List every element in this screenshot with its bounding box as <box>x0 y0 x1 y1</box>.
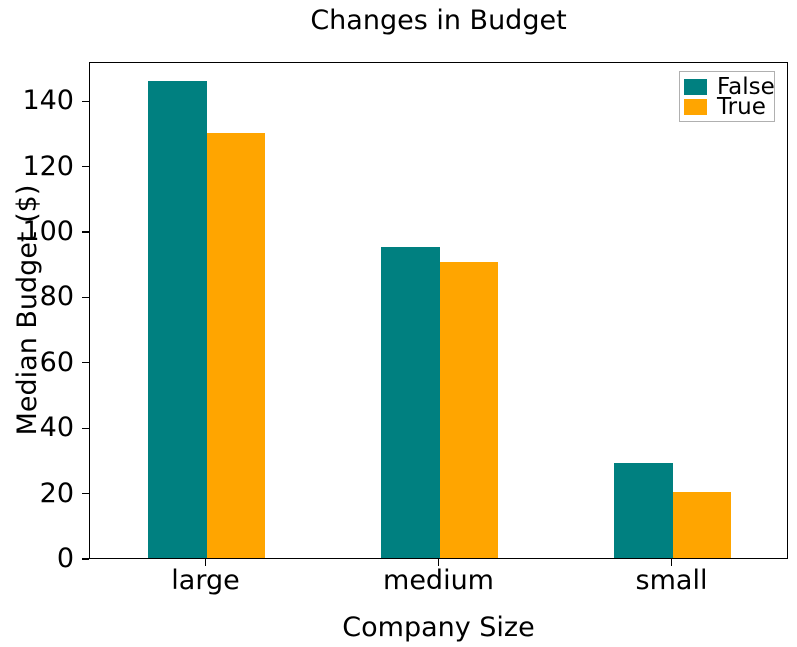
legend-item-false: False <box>684 73 775 100</box>
y-tick-label-40: 40 <box>39 412 74 444</box>
y-tick-mark-60 <box>82 362 89 364</box>
y-tick-label-120: 120 <box>22 150 74 182</box>
y-tick-label-80: 80 <box>39 281 74 313</box>
bar-medium-false <box>381 247 440 558</box>
plot-area <box>89 62 788 559</box>
chart-title: Changes in Budget <box>310 5 567 36</box>
bar-large-false <box>148 80 207 558</box>
bar-small-true <box>672 491 731 558</box>
y-tick-label-60: 60 <box>39 346 74 378</box>
y-tick-mark-80 <box>82 296 89 299</box>
bar-medium-true <box>439 262 498 558</box>
y-tick-label-20: 20 <box>39 477 74 509</box>
bar-large-true <box>206 132 265 558</box>
x-tick-label-medium: medium <box>383 565 494 596</box>
x-tick-mark-medium <box>437 559 440 566</box>
legend-swatch-true <box>684 98 707 115</box>
y-tick-mark-100 <box>82 231 89 233</box>
y-tick-mark-0 <box>82 558 89 560</box>
y-tick-mark-140 <box>82 100 89 102</box>
x-tick-label-large: large <box>171 565 240 596</box>
x-axis-label: Company Size <box>342 612 535 643</box>
y-tick-mark-120 <box>82 165 89 168</box>
x-tick-label-small: small <box>635 565 708 596</box>
legend-label-false: False <box>717 73 775 100</box>
legend: False True <box>679 71 775 122</box>
y-tick-label-140: 140 <box>22 85 74 117</box>
legend-item-true: True <box>684 93 774 120</box>
y-tick-label-100: 100 <box>22 216 74 248</box>
legend-label-true: True <box>717 93 766 120</box>
y-tick-mark-40 <box>82 427 89 429</box>
bar-small-false <box>614 463 673 558</box>
y-tick-mark-20 <box>82 492 89 495</box>
x-tick-mark-small <box>670 559 673 566</box>
y-tick-label-0: 0 <box>56 543 74 574</box>
legend-swatch-false <box>684 78 707 95</box>
x-tick-mark-large <box>204 559 207 566</box>
